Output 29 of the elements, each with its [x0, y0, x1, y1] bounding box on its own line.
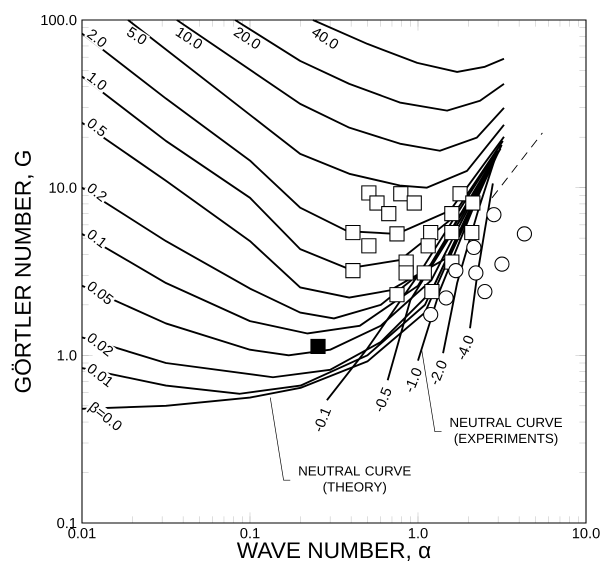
x-axis-title: WAVE NUMBER, α [236, 542, 431, 561]
text: 5.0 [127, 26, 146, 44]
text: -0.1 [316, 408, 332, 432]
text: -1.0 [406, 368, 422, 392]
y-tick-label: 10.0 [50, 182, 76, 193]
text: -4.0 [459, 336, 474, 360]
x-tick-label: 0.01 [68, 528, 96, 538]
text: 20.0 [233, 27, 260, 48]
text: 2.0 [86, 29, 106, 47]
y-axis-title: GÖRTLER NUMBER, G [12, 151, 34, 392]
y-tick-label: 0.1 [57, 518, 76, 528]
x-tick-label: 1.0 [408, 528, 428, 538]
text: 1.0 [86, 73, 106, 90]
text: 0.2 [88, 184, 107, 202]
text: 10.0 [175, 28, 202, 48]
annotation: NEUTRAL CURVE (THEORY) [299, 466, 411, 494]
text: 0.05 [88, 282, 114, 304]
text: -0.5 [376, 387, 392, 412]
text: 0.01 [88, 364, 112, 388]
x-tick-label: 0.1 [240, 528, 260, 538]
text: 0.1 [88, 230, 106, 248]
annotation: NEUTRAL CURVE (EXPERIMENTS) [450, 418, 562, 446]
y-tick-label: 100.0 [41, 14, 76, 26]
text: 0.02 [88, 333, 114, 357]
text: -2.0 [432, 360, 446, 384]
text: 0.5 [88, 118, 108, 136]
text: 40.0 [312, 28, 338, 48]
y-tick-label: 1.0 [58, 350, 76, 361]
x-tick-label: 10.0 [572, 528, 600, 538]
